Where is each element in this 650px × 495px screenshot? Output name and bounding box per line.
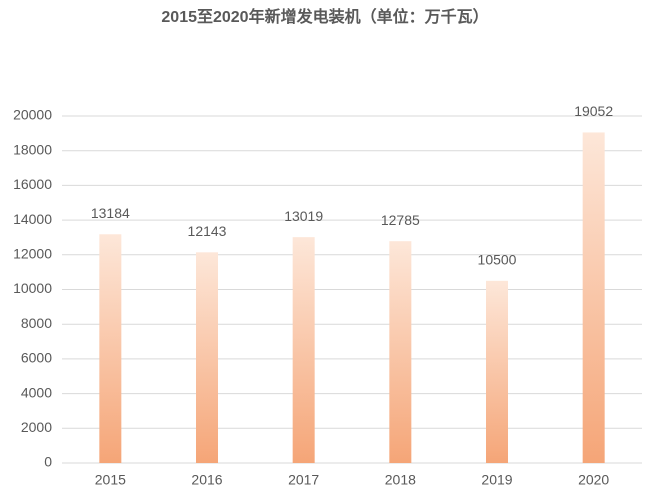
bar	[582, 132, 605, 463]
y-tick-label: 2000	[21, 419, 52, 435]
y-tick-label: 10000	[13, 280, 52, 296]
y-tick-label: 18000	[13, 141, 52, 157]
x-tick-label: 2019	[481, 472, 512, 488]
y-tick-label: 0	[44, 454, 52, 470]
x-tick-label: 2016	[191, 472, 222, 488]
y-tick-label: 8000	[21, 315, 52, 331]
data-label: 13184	[91, 205, 130, 221]
data-label: 13019	[284, 208, 323, 224]
bar	[389, 241, 412, 463]
y-tick-label: 16000	[13, 176, 52, 192]
y-tick-label: 4000	[21, 384, 52, 400]
bar	[196, 252, 218, 463]
chart-title: 2015至2020年新增发电装机（单位：万千瓦）	[161, 7, 488, 26]
x-tick-label: 2015	[95, 472, 126, 488]
data-label: 12785	[381, 212, 420, 228]
x-tick-label: 2020	[578, 472, 609, 488]
data-label: 12143	[188, 223, 227, 239]
data-label: 19052	[574, 103, 613, 119]
y-tick-label: 20000	[13, 107, 52, 123]
data-label: 10500	[478, 252, 517, 268]
x-tick-label: 2017	[288, 472, 319, 488]
bar	[292, 237, 315, 463]
y-tick-label: 6000	[21, 350, 52, 366]
bar	[486, 280, 508, 463]
y-tick-label: 14000	[13, 211, 52, 227]
bar	[99, 234, 122, 463]
x-tick-label: 2018	[385, 472, 416, 488]
y-tick-label: 12000	[13, 246, 52, 262]
